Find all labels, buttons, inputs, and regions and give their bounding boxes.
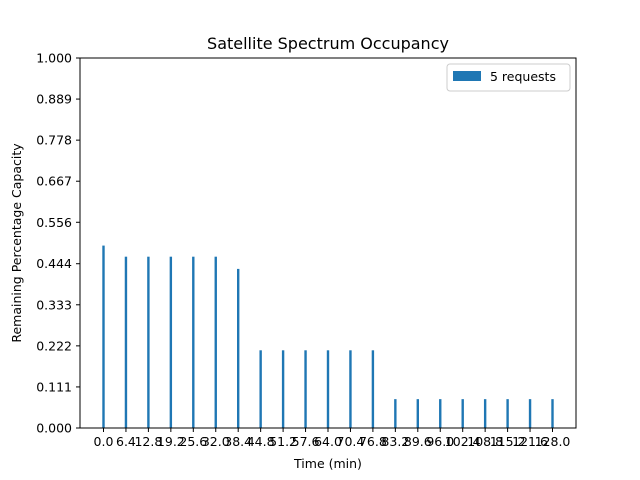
x-tick-label: 121.6 xyxy=(512,434,548,449)
chart-title: Satellite Spectrum Occupancy xyxy=(207,34,449,53)
x-tick-label: 102.4 xyxy=(445,434,481,449)
bar xyxy=(371,350,375,428)
bar xyxy=(416,399,419,428)
y-tick-label: 0.889 xyxy=(36,92,72,107)
x-tick-label: 38.4 xyxy=(224,434,252,449)
x-tick-label: 6.4 xyxy=(116,434,136,449)
y-tick-label: 0.222 xyxy=(36,338,72,353)
legend-frame xyxy=(446,63,571,92)
y-tick-label: 0.333 xyxy=(36,297,72,312)
x-tick-label: 25.6 xyxy=(179,434,207,449)
bar xyxy=(326,350,330,428)
x-tick-label: 32.0 xyxy=(202,434,230,449)
bar xyxy=(483,399,487,428)
x-tick-label: 128.0 xyxy=(535,434,571,449)
bars xyxy=(102,245,554,428)
x-tick-label: 83.2 xyxy=(381,434,409,449)
y-tick-label: 0.111 xyxy=(36,379,72,394)
x-tick-label: 76.8 xyxy=(359,434,387,449)
legend: 5 requests xyxy=(446,63,571,92)
x-tick-label: 89.6 xyxy=(404,434,432,449)
y-tick-label: 0.556 xyxy=(36,215,72,230)
bar xyxy=(461,399,464,428)
x-tick-label: 51.2 xyxy=(269,434,297,449)
x-tick-label: 57.6 xyxy=(292,434,320,449)
x-tick-label: 19.2 xyxy=(157,434,185,449)
x-tick-label: 12.8 xyxy=(134,434,162,449)
bar xyxy=(237,268,240,428)
x-tick-label: 96.0 xyxy=(426,434,454,449)
bar xyxy=(192,256,195,428)
x-tick-label: 108.8 xyxy=(467,434,503,449)
bar xyxy=(102,245,105,428)
bar xyxy=(394,399,397,428)
legend-label: 5 requests xyxy=(490,69,556,84)
plot-frame xyxy=(79,57,577,429)
y-tick-label: 0.667 xyxy=(36,174,72,189)
bar xyxy=(551,399,554,428)
bar xyxy=(124,256,128,428)
y-tick-label: 1.000 xyxy=(36,51,72,66)
bar xyxy=(304,350,307,428)
bar xyxy=(214,256,217,428)
y-tick-label: 0.778 xyxy=(36,133,72,148)
x-tick-label: 44.8 xyxy=(247,434,275,449)
bar xyxy=(169,256,173,428)
x-tick-label: 0.0 xyxy=(94,434,114,449)
bar xyxy=(281,350,285,428)
y-axis: 0.000 0.111 0.222 0.333 0.444 0.556 0.667 0.778… xyxy=(36,51,80,436)
y-axis-label: Remaining Percentage Capacity xyxy=(9,143,24,343)
x-tick-label: 70.4 xyxy=(337,434,365,449)
bar xyxy=(506,399,509,428)
x-axis: 0.0 6.412.819.225.632.038.444.851.257.664… xyxy=(94,428,571,449)
bar xyxy=(349,350,352,428)
x-tick-label: 64.0 xyxy=(314,434,342,449)
x-axis-label: Time (min) xyxy=(293,456,362,471)
y-tick-label: 0.444 xyxy=(36,256,72,271)
bar xyxy=(259,350,262,428)
bar xyxy=(147,256,150,428)
y-tick-label: 0.000 xyxy=(36,421,72,436)
legend-swatch xyxy=(453,71,481,81)
bar xyxy=(528,399,532,428)
bar xyxy=(439,399,442,428)
x-tick-label: 115.2 xyxy=(490,434,526,449)
